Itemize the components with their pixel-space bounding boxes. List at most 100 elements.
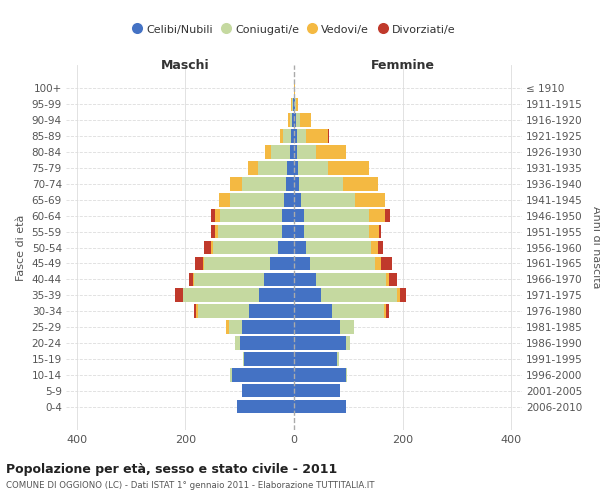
Bar — [304, 209, 369, 222]
Text: Femmine: Femmine — [371, 58, 434, 71]
Bar — [265, 145, 271, 159]
Bar — [203, 256, 205, 270]
Bar — [294, 240, 306, 254]
Bar — [220, 209, 282, 222]
Bar — [294, 256, 310, 270]
Bar — [346, 336, 350, 350]
Bar — [218, 225, 282, 238]
Bar — [242, 177, 286, 190]
Bar — [369, 225, 379, 238]
Bar — [294, 400, 346, 413]
Bar — [296, 114, 300, 127]
Bar — [293, 98, 294, 111]
Bar — [244, 352, 294, 366]
Bar — [280, 130, 283, 143]
Bar — [294, 130, 297, 143]
Bar — [196, 304, 198, 318]
Bar — [307, 130, 328, 143]
Bar — [300, 114, 311, 127]
Bar — [257, 161, 287, 174]
Bar — [250, 304, 294, 318]
Bar — [381, 256, 392, 270]
Bar — [306, 240, 371, 254]
Y-axis label: Anni di nascita: Anni di nascita — [591, 206, 600, 289]
Bar — [346, 368, 347, 382]
Bar — [175, 288, 183, 302]
Bar — [376, 256, 381, 270]
Bar — [397, 288, 400, 302]
Bar — [340, 320, 354, 334]
Bar — [294, 336, 346, 350]
Bar — [283, 130, 291, 143]
Bar — [287, 161, 294, 174]
Bar — [282, 225, 294, 238]
Bar — [297, 130, 307, 143]
Bar — [284, 193, 294, 206]
Bar — [278, 240, 294, 254]
Bar — [294, 368, 346, 382]
Bar — [355, 193, 385, 206]
Bar — [386, 304, 389, 318]
Bar — [379, 225, 382, 238]
Bar — [264, 272, 294, 286]
Bar — [294, 288, 321, 302]
Bar — [230, 177, 242, 190]
Bar — [259, 288, 294, 302]
Bar — [369, 209, 385, 222]
Bar — [290, 114, 292, 127]
Bar — [230, 193, 284, 206]
Bar — [294, 384, 340, 398]
Text: COMUNE DI OGGIONO (LC) - Dati ISTAT 1° gennaio 2011 - Elaborazione TUTTITALIA.IT: COMUNE DI OGGIONO (LC) - Dati ISTAT 1° g… — [6, 481, 374, 490]
Bar — [211, 225, 215, 238]
Bar — [188, 272, 193, 286]
Bar — [195, 256, 203, 270]
Bar — [343, 177, 378, 190]
Bar — [294, 161, 298, 174]
Bar — [301, 193, 355, 206]
Bar — [286, 177, 294, 190]
Bar — [332, 304, 383, 318]
Bar — [291, 130, 294, 143]
Bar — [310, 256, 376, 270]
Bar — [400, 288, 406, 302]
Bar — [294, 304, 332, 318]
Y-axis label: Fasce di età: Fasce di età — [16, 214, 26, 280]
Bar — [389, 272, 397, 286]
Bar — [295, 98, 296, 111]
Bar — [183, 288, 259, 302]
Bar — [194, 272, 264, 286]
Bar — [294, 82, 295, 95]
Bar — [211, 209, 215, 222]
Bar — [321, 288, 397, 302]
Bar — [219, 193, 230, 206]
Bar — [212, 240, 278, 254]
Bar — [232, 368, 294, 382]
Bar — [294, 320, 340, 334]
Bar — [294, 225, 304, 238]
Bar — [383, 304, 386, 318]
Text: Maschi: Maschi — [161, 58, 210, 71]
Bar — [316, 272, 386, 286]
Bar — [271, 145, 290, 159]
Bar — [269, 256, 294, 270]
Legend: Celibi/Nubili, Coniugati/e, Vedovi/e, Divorziati/e: Celibi/Nubili, Coniugati/e, Vedovi/e, Di… — [128, 20, 460, 39]
Bar — [211, 240, 212, 254]
Bar — [242, 320, 294, 334]
Bar — [229, 320, 242, 334]
Bar — [294, 193, 301, 206]
Bar — [205, 240, 211, 254]
Bar — [243, 352, 244, 366]
Bar — [237, 400, 294, 413]
Bar — [298, 161, 328, 174]
Bar — [297, 145, 316, 159]
Bar — [377, 240, 383, 254]
Bar — [292, 114, 294, 127]
Bar — [282, 209, 294, 222]
Bar — [337, 352, 338, 366]
Bar — [288, 114, 290, 127]
Bar — [304, 225, 369, 238]
Bar — [371, 240, 377, 254]
Bar — [194, 304, 196, 318]
Bar — [240, 336, 294, 350]
Bar — [386, 272, 389, 286]
